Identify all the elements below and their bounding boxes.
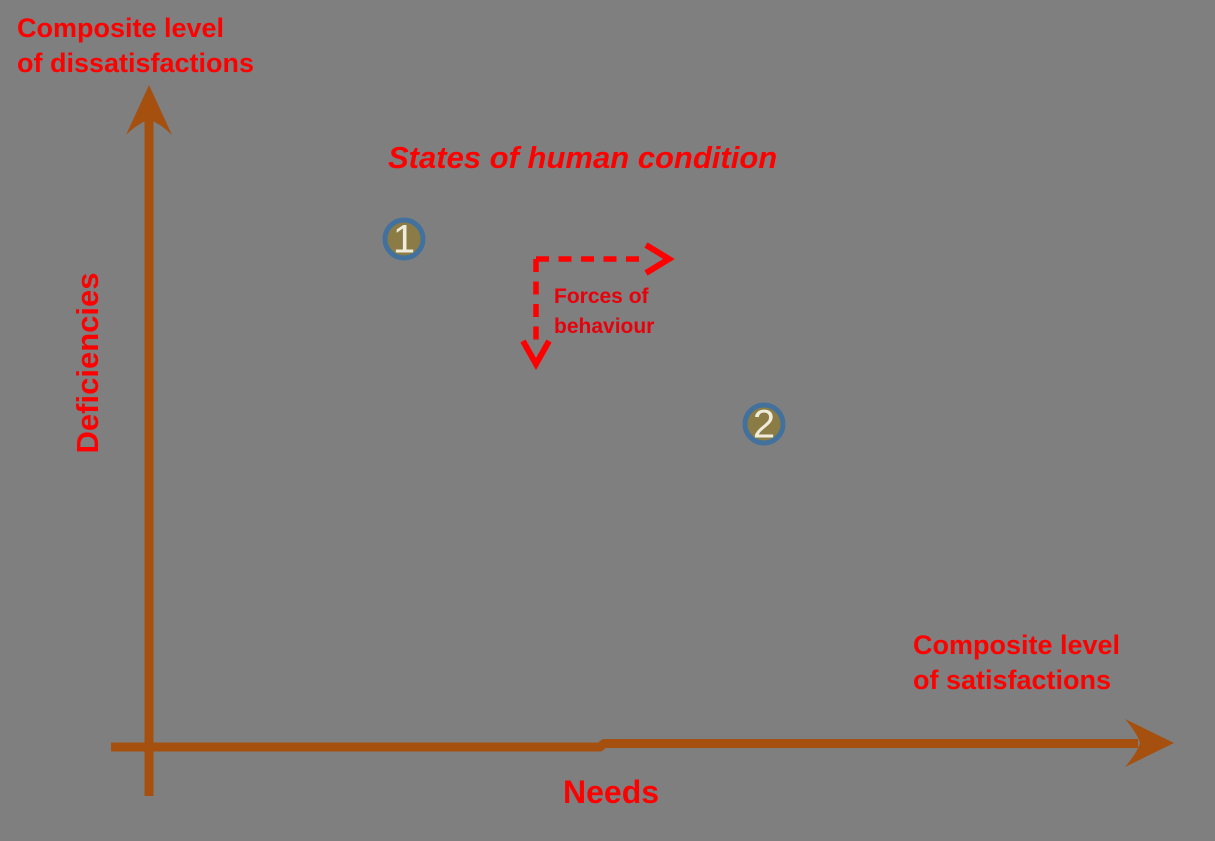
diagram-title: States of human condition (388, 140, 778, 175)
state-point-2-number: 2 (752, 402, 776, 446)
state-point-1-number: 1 (392, 217, 416, 261)
forces-of-behaviour-label: Forces of behaviour (554, 282, 654, 342)
deficiencies-axis-label: Deficiencies (70, 272, 105, 454)
x-axis-line (111, 739, 1138, 752)
state-point-2: 2 (742, 402, 786, 446)
satisfactions-label-line1: Composite level (913, 630, 1121, 660)
x-axis-arrowhead (1125, 719, 1174, 767)
forces-label-line2: behaviour (554, 315, 655, 338)
satisfactions-label: Composite level of satisfactions (913, 628, 1120, 698)
forces-arrowhead-right (644, 242, 675, 276)
dissatisfactions-label-line1: Composite level (17, 13, 225, 43)
state-point-1: 1 (382, 217, 426, 261)
forces-arrowhead-down (520, 339, 552, 371)
y-axis-arrowhead (126, 85, 172, 135)
dissatisfactions-label-line2: of dissatisfactions (17, 48, 255, 78)
satisfactions-label-line2: of satisfactions (913, 665, 1112, 695)
needs-axis-label: Needs (563, 774, 660, 810)
forces-label-line1: Forces of (554, 285, 649, 308)
dissatisfactions-label: Composite level of dissatisfactions (17, 11, 254, 81)
